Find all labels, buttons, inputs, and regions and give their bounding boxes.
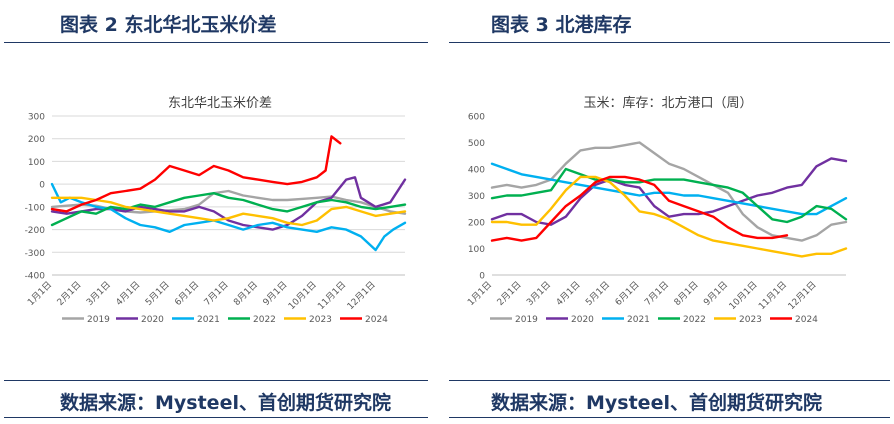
legend-label: 2023 — [309, 315, 332, 325]
x-tick-label: 6月1日 — [613, 279, 642, 308]
y-tick-label: -100 — [25, 203, 46, 213]
x-tick-label: 12月1日 — [786, 279, 819, 312]
legend-label: 2022 — [253, 315, 276, 325]
x-tick-label: 9月1日 — [702, 279, 731, 308]
x-tick-label: 4月1日 — [554, 279, 583, 308]
legend-label: 2021 — [197, 315, 220, 325]
x-tick-label: 5月1日 — [143, 279, 172, 308]
x-tick-label: 3月1日 — [84, 279, 113, 308]
right-source-note: 数据来源：Mysteel、首创期货研究院 — [491, 392, 822, 414]
y-tick-label: -200 — [25, 226, 46, 236]
right-source-rule-bottom — [449, 417, 890, 418]
x-tick-label: 2月1日 — [55, 279, 84, 308]
chart-title: 东北华北玉米价差 — [168, 96, 272, 111]
x-tick-label: 7月1日 — [643, 279, 672, 308]
y-tick-label: 100 — [468, 245, 485, 255]
y-tick-label: 300 — [28, 113, 45, 123]
x-tick-label: 10月1日 — [286, 279, 319, 312]
legend-label: 2023 — [739, 315, 762, 325]
right-title-rule — [449, 42, 890, 43]
y-tick-label: 200 — [468, 219, 485, 229]
series-line-2024 — [490, 175, 789, 242]
series-line-2023 — [50, 196, 407, 227]
y-tick-label: 600 — [468, 113, 485, 123]
x-tick-label: 8月1日 — [231, 279, 260, 308]
x-tick-label: 9月1日 — [261, 279, 290, 308]
left-source-note: 数据来源：Mysteel、首创期货研究院 — [60, 392, 391, 414]
left-source-rule-bottom — [4, 417, 428, 418]
left-figure-title: 图表 2 东北华北玉米价差 — [60, 14, 277, 36]
x-tick-label: 11月1日 — [756, 279, 789, 312]
legend-label: 2019 — [515, 315, 538, 325]
x-tick-label: 1月1日 — [466, 279, 495, 308]
x-tick-label: 1月1日 — [26, 279, 55, 308]
y-tick-label: 0 — [39, 181, 45, 191]
y-tick-label: 100 — [28, 158, 45, 168]
x-tick-label: 10月1日 — [727, 279, 760, 312]
series-line-2021 — [490, 162, 848, 216]
legend-label: 2019 — [87, 315, 110, 325]
series-line-2022 — [50, 191, 407, 227]
y-tick-label: 200 — [28, 135, 45, 145]
x-tick-label: 2月1日 — [495, 279, 524, 308]
y-tick-label: -300 — [25, 249, 46, 259]
x-tick-label: 6月1日 — [173, 279, 202, 308]
x-tick-label: 7月1日 — [202, 279, 231, 308]
series-line-2023 — [490, 175, 848, 258]
legend-label: 2022 — [683, 315, 706, 325]
left-title-rule — [4, 42, 428, 43]
y-tick-label: 0 — [479, 272, 485, 282]
legend-label: 2021 — [627, 315, 650, 325]
x-tick-label: 4月1日 — [114, 279, 143, 308]
right-figure-title: 图表 3 北港库存 — [491, 14, 632, 36]
y-tick-label: 500 — [468, 139, 485, 149]
y-tick-label: 300 — [468, 192, 485, 202]
y-tick-label: 400 — [468, 166, 485, 176]
legend-label: 2020 — [141, 315, 164, 325]
x-tick-label: 12月1日 — [345, 279, 378, 312]
port-stock-chart: 玉米：库存：北方港口（周） 0 100 200 300 400 500 600 1月1日 2月1日… — [466, 95, 848, 325]
x-tick-label: 5月1日 — [584, 279, 613, 308]
series-line-2024 — [50, 135, 342, 213]
x-tick-label: 8月1日 — [672, 279, 701, 308]
series-line-2021 — [50, 182, 407, 252]
legend-label: 2024 — [795, 315, 818, 325]
series-line-2022 — [490, 167, 848, 224]
legend-label: 2024 — [365, 315, 388, 325]
left-source-rule-top — [4, 380, 428, 381]
x-tick-label: 3月1日 — [525, 279, 554, 308]
spread-chart: 东北华北玉米价差 -400 -300 -200 -100 0 100 200 300 1月1日 2月… — [25, 96, 407, 325]
chart-title: 玉米：库存：北方港口（周） — [583, 95, 752, 111]
legend-label: 2020 — [571, 315, 594, 325]
y-tick-label: -400 — [25, 272, 46, 282]
right-source-rule-top — [449, 380, 890, 381]
series-line-2020 — [490, 157, 848, 226]
x-tick-label: 11月1日 — [316, 279, 349, 312]
